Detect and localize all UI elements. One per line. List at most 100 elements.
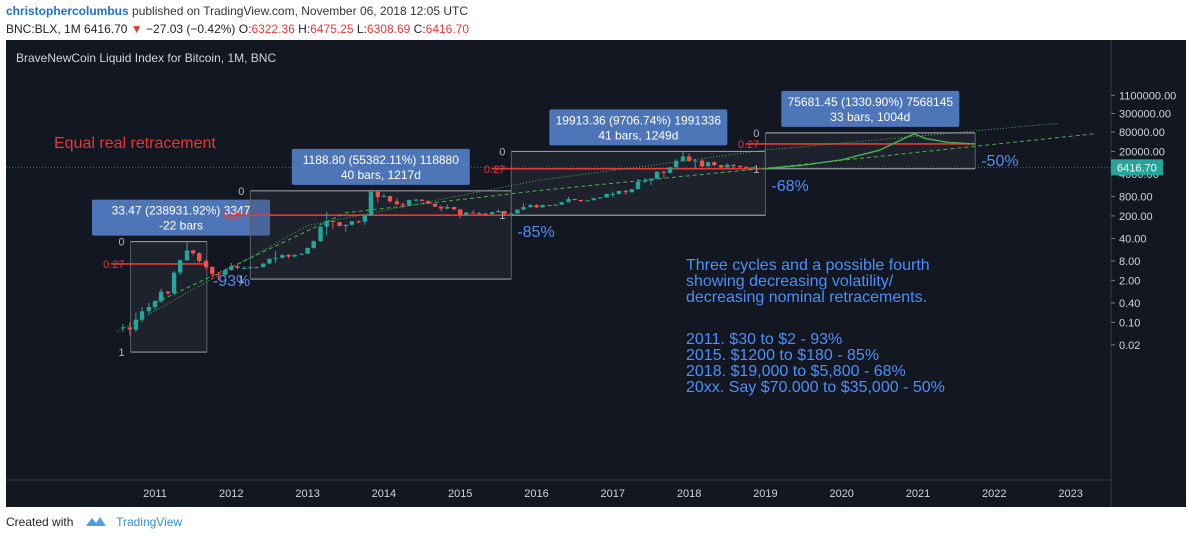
candle-body <box>673 160 679 168</box>
candle-body <box>242 267 247 269</box>
candle-body <box>318 226 323 242</box>
fib-level-1: 1 <box>238 274 244 286</box>
candle-body <box>458 209 463 215</box>
fib-level-0: 0 <box>753 128 759 140</box>
trend-line-dashed <box>154 133 1094 304</box>
candle-body <box>750 167 755 169</box>
candle-body <box>216 273 221 275</box>
annotation-cycle-item: 2018. $19,000 to $5,800 - 68% <box>686 363 906 380</box>
candle-body <box>190 250 196 254</box>
candle-body <box>585 200 590 202</box>
x-tick-label: 2022 <box>982 488 1006 500</box>
candle-body <box>559 202 564 205</box>
x-tick-label: 2013 <box>295 488 319 500</box>
candle-body <box>120 327 126 329</box>
measure-box <box>291 148 470 185</box>
candle-body <box>629 189 635 193</box>
candle-body <box>375 191 380 198</box>
last-price-tag-label: 6416.70 <box>1117 162 1157 174</box>
candle-body <box>273 257 278 259</box>
annotation-cycles-line: Three cycles and a possible fourth <box>686 257 930 274</box>
fib-level-027: 0.27 <box>484 164 505 176</box>
candle-body <box>464 212 469 215</box>
tradingview-logo-icon[interactable] <box>85 515 107 530</box>
y-tick-label: 8.00 <box>1119 256 1140 268</box>
y-tick-label: 20000.00 <box>1119 146 1165 158</box>
x-tick-label: 2019 <box>753 488 777 500</box>
x-tick-label: 2021 <box>906 488 930 500</box>
annotation-cycle-item: 20xx. Say $70.000 to $35,000 - 50% <box>686 379 945 396</box>
candle-body <box>699 160 705 167</box>
x-tick-label: 2017 <box>601 488 625 500</box>
candle-body <box>738 166 743 168</box>
annotation-cycle-item: 2011. $30 to $2 - 93% <box>686 331 842 348</box>
candle-body <box>509 213 514 215</box>
candle-body <box>305 247 310 254</box>
candle-body <box>623 190 628 193</box>
annotation-cycle-item: 2015. $1200 to $180 - 85% <box>686 347 879 364</box>
candle-body <box>133 319 139 330</box>
measure-box <box>549 109 728 146</box>
measure-box-line2: 40 bars, 1217d <box>341 168 421 182</box>
candle-body <box>139 311 145 320</box>
candle-body <box>158 291 164 302</box>
candle-body <box>604 193 609 198</box>
measure-box-line2: 41 bars, 1249d <box>598 128 678 142</box>
close-value: 6416.70 <box>425 22 470 36</box>
chart-svg[interactable]: BraveNewCoin Liquid Index for Bitcoin, 1… <box>6 40 1186 507</box>
low-label: L: <box>356 22 367 36</box>
created-with-text: Created with <box>6 515 74 529</box>
retracement-label: -93% <box>213 273 250 290</box>
candle-body <box>534 205 539 208</box>
candle-body <box>648 178 654 181</box>
y-tick-label: 40.00 <box>1119 233 1147 245</box>
candle-body <box>705 162 711 167</box>
candle-body <box>540 204 545 208</box>
candle-body <box>222 270 228 275</box>
y-tick-label: 1100000.00 <box>1119 90 1176 102</box>
candle-body <box>299 253 304 255</box>
y-tick-label: 0.02 <box>1119 340 1140 352</box>
published-text: published on TradingView.com, November 0… <box>132 4 469 18</box>
tradingview-brand-link[interactable]: TradingView <box>116 515 183 529</box>
candle-body <box>413 199 419 201</box>
candle-body <box>210 267 215 274</box>
candle-body <box>229 266 234 271</box>
open-value: 6322.36 <box>251 22 295 36</box>
candle-body <box>330 220 335 223</box>
candle-body <box>127 327 133 330</box>
candle-body <box>616 190 622 194</box>
y-tick-label: 0.40 <box>1119 298 1140 310</box>
candle-body <box>286 254 291 257</box>
ohlc-line: BNC:BLX, 1M 6416.70 ▼ −27.03 (−0.42%) O:… <box>6 22 469 36</box>
open-label: O: <box>238 22 252 36</box>
fib-level-0: 0 <box>238 186 244 198</box>
chart-area[interactable]: BraveNewCoin Liquid Index for Bitcoin, 1… <box>6 40 1186 507</box>
high-value: 6475.25 <box>310 22 354 36</box>
candle-body <box>490 212 495 214</box>
measure-box-line1: 19913.36 (9706.74%) 1991336 <box>556 113 722 127</box>
retracement-label: -85% <box>517 224 554 241</box>
x-tick-label: 2018 <box>677 488 701 500</box>
candle-body <box>197 253 202 261</box>
candle-body <box>578 199 583 202</box>
fib-level-1: 1 <box>118 347 124 359</box>
candle-body <box>521 207 526 210</box>
candle-body <box>496 211 501 213</box>
candle-body <box>184 250 190 261</box>
y-tick-label: 0.10 <box>1119 317 1140 329</box>
candle-body <box>248 267 253 269</box>
trend-line-dotted <box>116 122 1060 333</box>
candle-body <box>445 207 450 209</box>
measure-box-line2: 33 bars, 1004d <box>830 110 910 124</box>
author-link[interactable]: christophercolumbus <box>6 4 129 18</box>
y-tick-label: 80000.00 <box>1119 127 1165 139</box>
candle-body <box>477 213 482 215</box>
y-tick-label: 300000.00 <box>1119 108 1171 120</box>
candle-body <box>744 166 749 168</box>
candle-body <box>311 241 316 248</box>
candle-body <box>292 254 297 257</box>
candle-body <box>280 254 285 258</box>
candle-body <box>406 199 412 205</box>
publish-line: christophercolumbus published on Trading… <box>6 4 468 18</box>
